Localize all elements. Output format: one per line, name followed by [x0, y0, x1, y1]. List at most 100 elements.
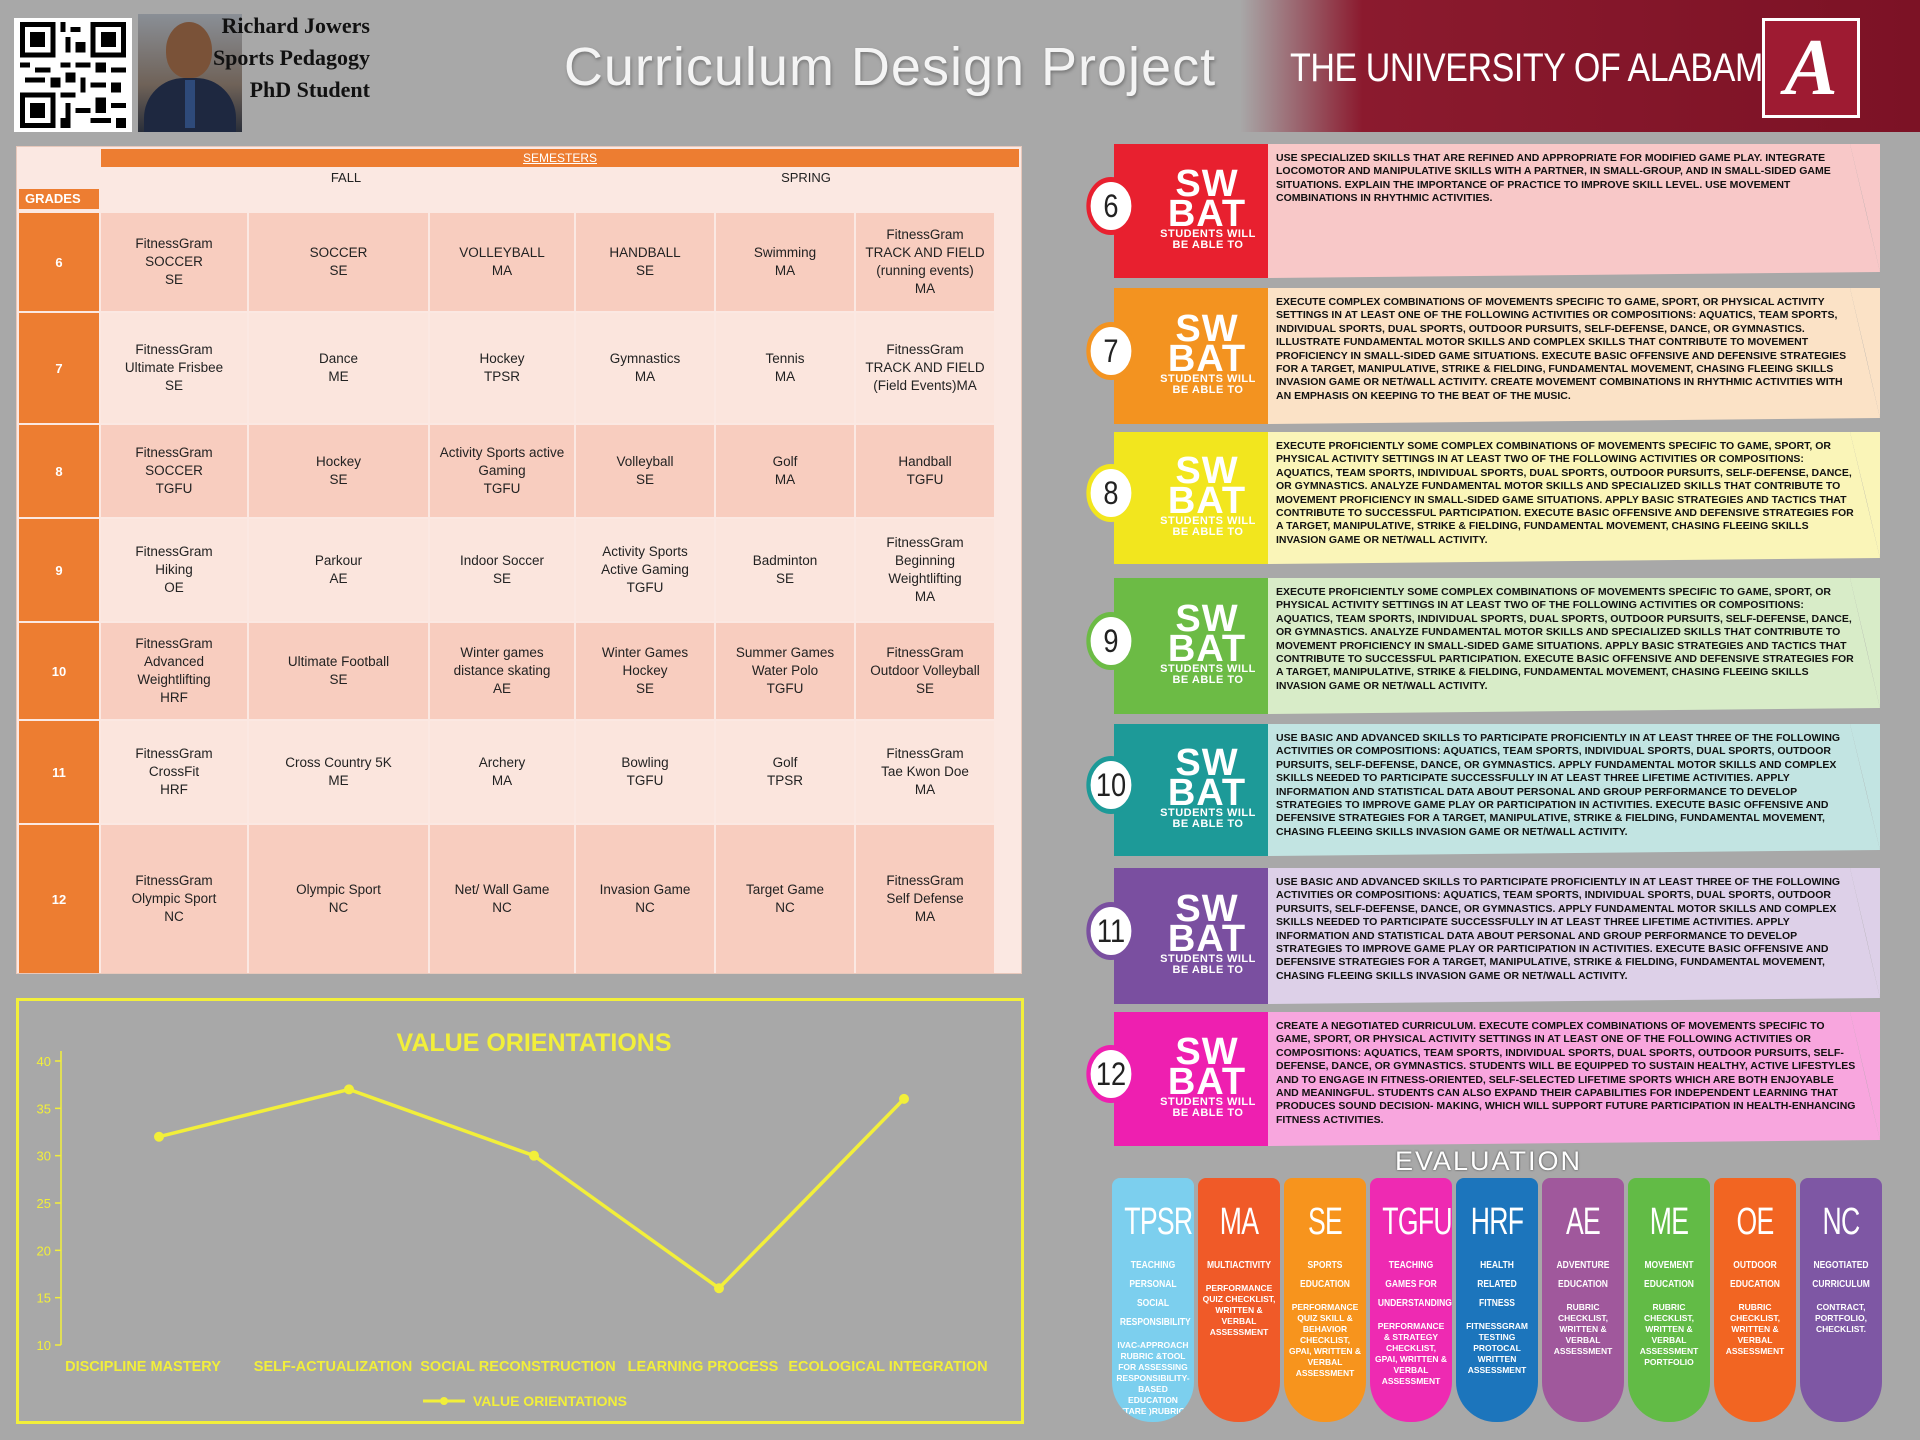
activity-cell: Volleyball SE — [576, 425, 714, 517]
activity-cell: FitnessGram Olympic Sport NC — [101, 825, 247, 973]
swbat-band — [1114, 288, 1880, 424]
swbat-label: SW BAT — [1152, 452, 1262, 520]
able-line2: BE ABLE TO — [1172, 818, 1244, 830]
swbat-band — [1114, 144, 1880, 278]
evaluation-card-nc: NC NEGOTIATED CURRICULUM CONTRACT, PORTFOL… — [1800, 1178, 1882, 1422]
able-line1: STUDENTS WILL — [1160, 807, 1256, 819]
swbat-description: Execute complex combinations of movement… — [1276, 296, 1847, 402]
evaluation-name: ADVENTURE EDUCATION — [1556, 1260, 1610, 1290]
activity-cell: FitnessGram Outdoor Volleyball SE — [856, 623, 994, 719]
semesters-header: SEMESTERS — [101, 149, 1019, 167]
activity-cell: Olympic Sport NC — [249, 825, 428, 973]
activity-cell: Archery MA — [430, 721, 574, 823]
evaluation-abbr: AE — [1565, 1201, 1601, 1243]
activity-cell: Hockey SE — [249, 425, 428, 517]
grade-badge: 7 — [1086, 322, 1136, 380]
bat-text: BAT — [1167, 918, 1247, 960]
y-tick-label: 20 — [37, 1243, 51, 1258]
author-field: Sports Pedagogy — [212, 45, 370, 70]
evaluation-name: NEGOTIATED CURRICULUM — [1812, 1260, 1870, 1290]
data-point — [529, 1150, 539, 1161]
students-will-label: STUDENTS WILL BE ABLE TO — [1146, 1097, 1270, 1119]
table-row: 6 FitnessGram SOCCER SE SOCCER SE VOLLEYBAL… — [19, 213, 1019, 311]
evaluation-abbr: TGFU — [1382, 1201, 1452, 1243]
evaluation-name: OUTDOOR EDUCATION — [1730, 1260, 1780, 1290]
bat-text: BAT — [1167, 338, 1247, 380]
activity-cell: Indoor Soccer SE — [430, 519, 574, 621]
students-will-label: STUDENTS WILL BE ABLE TO — [1146, 229, 1270, 251]
activity-cell: Tennis MA — [716, 313, 854, 423]
data-point — [899, 1093, 909, 1104]
evaluation-desc: PERFORMANCE QUIZ CHECKLIST, WRITTEN & VE… — [1202, 1283, 1276, 1337]
qr-code — [14, 18, 132, 132]
swbat-label: SW BAT — [1152, 600, 1262, 670]
evaluation-desc: PERFORMANCE QUIZ SKILL & BEHAVIOR CHECKL… — [1288, 1302, 1362, 1378]
author-block: Richard Jowers Sports Pedagogy PhD Stude… — [205, 10, 370, 106]
swbat-description: Use specialized skills that are refined … — [1276, 152, 1831, 205]
activity-cell: FitnessGram SOCCER TGFU — [101, 425, 247, 517]
activity-cell: Winter games distance skating AE — [430, 623, 574, 719]
evaluation-desc: RUBRIC CHECKLIST, WRITTEN & VERBAL ASSES… — [1639, 1302, 1699, 1367]
page-title: Curriculum Design Project — [563, 37, 1217, 97]
activity-cell: Invasion Game NC — [576, 825, 714, 973]
activity-cell: SOCCER SE — [249, 213, 428, 311]
evaluation-card-tgfu: TGFU TEACHING GAMES FOR UNDERSTANDING PERF… — [1370, 1178, 1452, 1422]
swbat-band — [1114, 1012, 1880, 1146]
activity-cell: Target Game NC — [716, 825, 854, 973]
grade-cell: 9 — [19, 519, 99, 621]
swbat-grade-7: 7 SW BAT STUDENTS WILL BE ABLE TO Execute com… — [1080, 288, 1880, 424]
swbat-description: Use basic and advanced skills to partici… — [1276, 732, 1841, 838]
swbat-band — [1114, 432, 1880, 564]
university-logo: A — [1762, 18, 1860, 118]
able-line1: STUDENTS WILL — [1160, 1096, 1256, 1108]
data-point — [714, 1283, 724, 1294]
swbat-description: Create a negotiated curriculum. Execute … — [1276, 1020, 1856, 1126]
evaluation-desc: IVAC-APPROACH RUBRIC &TOOL FOR ASSESSING… — [1116, 1340, 1190, 1416]
x-category-label: LEARNING PROCESS — [628, 1359, 779, 1375]
grade-cell: 11 — [19, 721, 99, 823]
activity-cell: Badminton SE — [716, 519, 854, 621]
evaluation-card-oe: OE OUTDOOR EDUCATION RUBRIC CHECKLIST, WRI… — [1714, 1178, 1796, 1422]
evaluation-card-tpsr: TPSR TEACHING PERSONAL SOCIAL RESPONSIBIL… — [1112, 1178, 1194, 1422]
activity-cell: Hockey TPSR — [430, 313, 574, 423]
bat-text: BAT — [1167, 772, 1247, 814]
table-row: 12 FitnessGram Olympic Sport NC Olympic Sp… — [19, 825, 1019, 973]
chart-svg: VALUE ORIENTATIONS 10 15 20 25 30 35 40 DISCIPLI… — [37, 1029, 988, 1409]
evaluation-desc: FITNESSGRAM TESTING PROTOCAL WRITTEN ASS… — [1466, 1321, 1528, 1375]
evaluation-abbr: ME — [1649, 1201, 1689, 1243]
grade-cell: 12 — [19, 825, 99, 973]
data-point — [344, 1084, 354, 1095]
y-tick-label: 15 — [37, 1291, 51, 1306]
table-row: 9 FitnessGram Hiking OE Parkour AE Indoor S… — [19, 519, 1019, 621]
evaluation-name: HEALTH RELATED FITNESS — [1477, 1260, 1517, 1309]
evaluation-name: MOVEMENT EDUCATION — [1644, 1260, 1694, 1290]
table-row: 8 FitnessGram SOCCER TGFU Hockey SE Activit… — [19, 425, 1019, 517]
evaluation-card-se: SE SPORTS EDUCATION PERFORMANCE QUIZ SKILL… — [1284, 1178, 1366, 1422]
activity-cell: VOLLEYBALL MA — [430, 213, 574, 311]
activity-cell: HANDBALL SE — [576, 213, 714, 311]
swbat-grade-10: 10 SW BAT STUDENTS WILL BE ABLE TO Use basic … — [1080, 724, 1880, 856]
sw-text: SW — [1175, 163, 1239, 205]
bat-text: BAT — [1167, 628, 1247, 670]
activity-cell: Bowling TGFU — [576, 721, 714, 823]
able-line2: BE ABLE TO — [1172, 1107, 1244, 1119]
evaluation-abbr: HRF — [1470, 1201, 1524, 1243]
activity-cell: FitnessGram TRACK AND FIELD (running eve… — [856, 213, 994, 311]
able-line1: STUDENTS WILL — [1160, 515, 1256, 527]
author-photo — [138, 14, 242, 132]
able-line2: BE ABLE TO — [1172, 384, 1244, 396]
activity-cell: Gymnastics MA — [576, 313, 714, 423]
evaluation-abbr: OE — [1736, 1201, 1774, 1243]
x-category-label: SELF-ACTUALIZATION — [254, 1359, 412, 1375]
bat-text: BAT — [1167, 193, 1247, 235]
activity-cell: Golf TPSR — [716, 721, 854, 823]
students-will-label: STUDENTS WILL BE ABLE TO — [1146, 664, 1270, 686]
evaluation-abbr: NC — [1822, 1201, 1860, 1243]
swbat-grade-8: 8 SW BAT STUDENTS WILL BE ABLE TO Execute pro… — [1080, 432, 1880, 564]
grade-cell: 10 — [19, 623, 99, 719]
students-will-label: STUDENTS WILL BE ABLE TO — [1146, 516, 1270, 538]
sw-text: SW — [1175, 888, 1239, 930]
activity-cell: Cross Country 5K ME — [249, 721, 428, 823]
grade-badge: 11 — [1086, 902, 1136, 960]
grade-cell: 8 — [19, 425, 99, 517]
